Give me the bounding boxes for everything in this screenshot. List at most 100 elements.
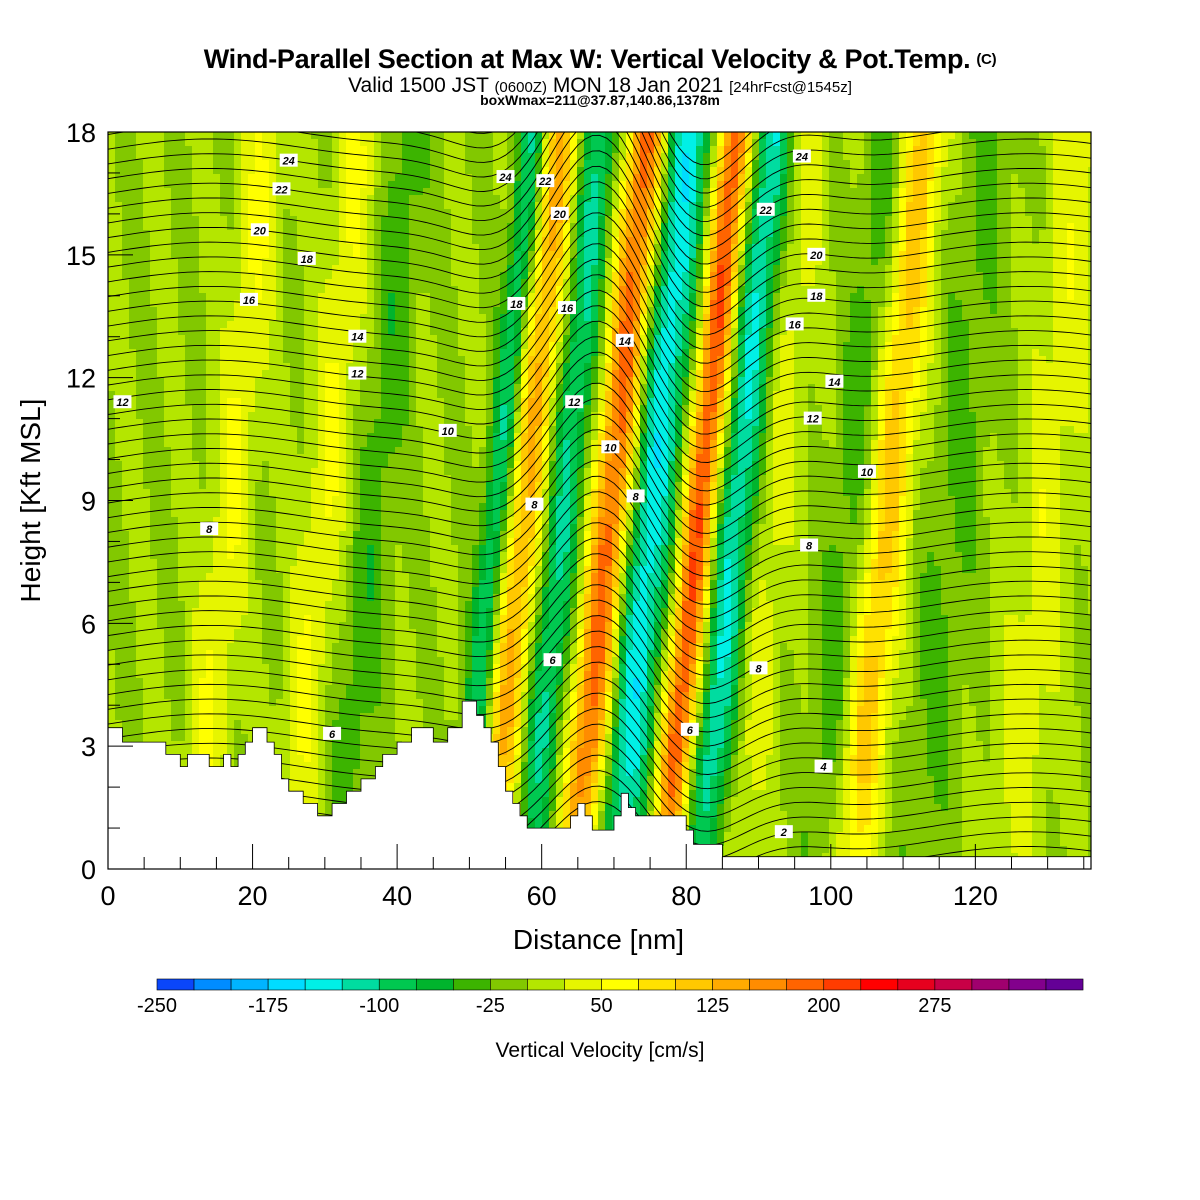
field-cell	[479, 258, 487, 266]
field-cell	[276, 286, 284, 294]
field-cell	[752, 272, 760, 280]
field-cell	[787, 279, 795, 287]
field-cell	[318, 230, 326, 238]
field-cell	[927, 300, 935, 308]
field-cell	[556, 195, 564, 203]
field-cell	[1004, 349, 1012, 357]
field-cell	[1025, 349, 1033, 357]
field-cell	[983, 132, 991, 140]
field-cell	[710, 132, 718, 140]
field-cell	[388, 265, 396, 273]
field-cell	[1074, 314, 1082, 322]
field-cell	[381, 223, 389, 231]
field-cell	[962, 209, 970, 217]
field-cell	[136, 342, 144, 350]
field-cell	[178, 307, 186, 315]
field-cell	[591, 244, 599, 252]
field-cell	[542, 370, 550, 378]
field-cell	[787, 286, 795, 294]
field-cell	[1060, 321, 1068, 329]
field-cell	[752, 174, 760, 182]
field-cell	[976, 244, 984, 252]
field-cell	[486, 300, 494, 308]
field-cell	[339, 202, 347, 210]
field-cell	[507, 321, 515, 329]
field-cell	[437, 272, 445, 280]
field-cell	[325, 342, 333, 350]
field-cell	[563, 167, 571, 175]
field-cell	[423, 223, 431, 231]
field-cell	[864, 356, 872, 364]
field-cell	[661, 230, 669, 238]
field-cell	[934, 244, 942, 252]
field-cell	[528, 328, 536, 336]
field-cell	[927, 237, 935, 245]
field-cell	[661, 321, 669, 329]
field-cell	[451, 167, 459, 175]
field-cell	[850, 265, 858, 273]
field-cell	[451, 237, 459, 245]
field-cell	[521, 251, 529, 259]
field-cell	[696, 188, 704, 196]
field-cell	[745, 370, 753, 378]
field-cell	[759, 244, 767, 252]
field-cell	[1011, 202, 1019, 210]
field-cell	[843, 293, 851, 301]
field-cell	[1067, 216, 1075, 224]
field-cell	[311, 370, 319, 378]
field-cell	[598, 230, 606, 238]
field-cell	[444, 167, 452, 175]
field-cell	[710, 174, 718, 182]
field-cell	[759, 139, 767, 147]
field-cell	[717, 293, 725, 301]
field-cell	[997, 363, 1005, 371]
field-cell	[409, 167, 417, 175]
field-cell	[969, 223, 977, 231]
field-cell	[157, 335, 165, 343]
field-cell	[801, 321, 809, 329]
field-cell	[864, 216, 872, 224]
field-cell	[192, 335, 200, 343]
field-cell	[1025, 146, 1033, 154]
field-cell	[955, 216, 963, 224]
field-cell	[325, 300, 333, 308]
field-cell	[1060, 223, 1068, 231]
field-cell	[171, 251, 179, 259]
field-cell	[381, 314, 389, 322]
field-cell	[1025, 272, 1033, 280]
field-cell	[465, 300, 473, 308]
field-cell	[906, 321, 914, 329]
field-cell	[696, 237, 704, 245]
field-cell	[675, 293, 683, 301]
field-cell	[976, 356, 984, 364]
field-cell	[514, 146, 522, 154]
field-cell	[1067, 195, 1075, 203]
field-cell	[885, 244, 893, 252]
field-cell	[227, 377, 235, 385]
field-cell	[206, 167, 214, 175]
valid-zulu: (0600Z)	[494, 79, 547, 96]
field-cell	[206, 195, 214, 203]
field-cell	[430, 307, 438, 315]
field-cell	[927, 153, 935, 161]
field-cell	[752, 335, 760, 343]
field-cell	[1018, 363, 1026, 371]
field-cell	[374, 195, 382, 203]
field-cell	[290, 223, 298, 231]
field-cell	[122, 181, 130, 189]
field-cell	[199, 160, 207, 168]
field-cell	[801, 244, 809, 252]
field-cell	[997, 307, 1005, 315]
field-cell	[1088, 202, 1091, 210]
field-cell	[437, 251, 445, 259]
field-cell	[892, 244, 900, 252]
field-cell	[262, 202, 270, 210]
field-cell	[857, 181, 865, 189]
field-cell	[927, 328, 935, 336]
field-cell	[255, 370, 263, 378]
field-cell	[472, 258, 480, 266]
field-cell	[717, 160, 725, 168]
field-cell	[136, 349, 144, 357]
field-cell	[402, 293, 410, 301]
field-cell	[759, 370, 767, 378]
